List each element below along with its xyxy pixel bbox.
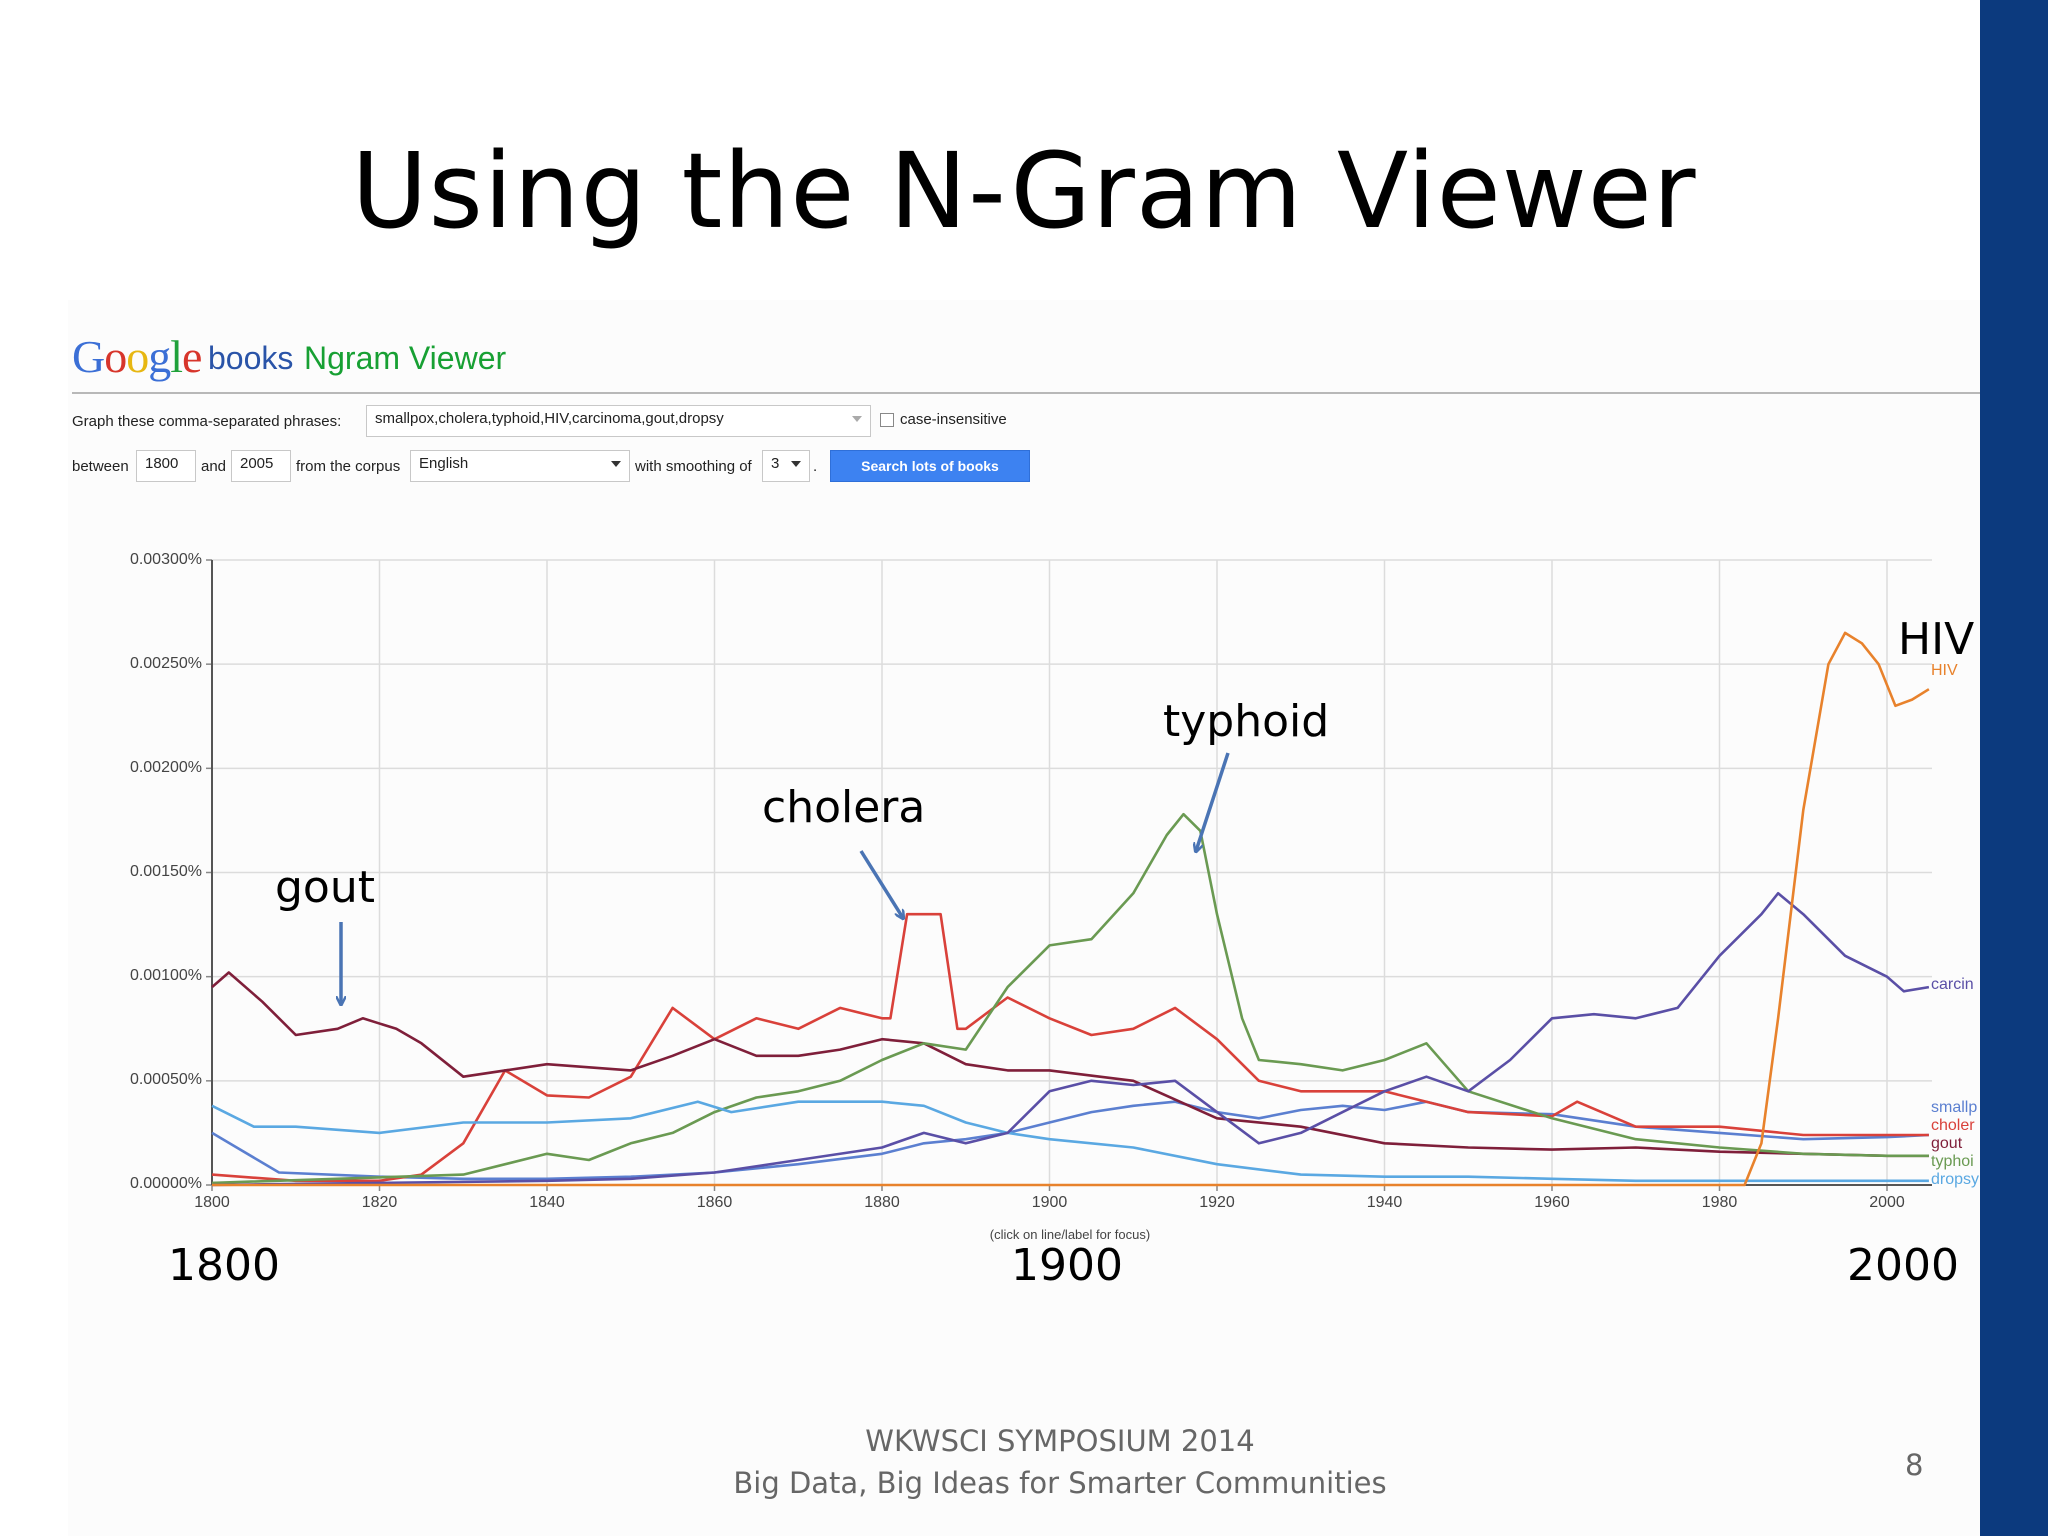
annotation-year-1900: 1900	[1011, 1240, 1123, 1291]
series-label-choler[interactable]: choler	[1931, 1117, 1975, 1134]
series-line-hiv	[212, 631, 1930, 1187]
annotation-year-1800: 1800	[168, 1240, 280, 1291]
series-label-typhoi[interactable]: typhoi	[1931, 1153, 1974, 1170]
phrases-label: Graph these comma-separated phrases:	[72, 413, 342, 430]
series-label-carcin[interactable]: carcin	[1931, 976, 1974, 993]
header-divider	[72, 392, 1980, 394]
corpus-label: from the corpus	[296, 458, 401, 475]
smoothing-select[interactable]: 3	[762, 450, 810, 482]
logo-letter: l	[170, 331, 183, 382]
page-number: 8	[1905, 1448, 1924, 1482]
y-tick-label: 0.00100%	[129, 967, 202, 984]
start-year-input[interactable]: 1800	[136, 450, 196, 482]
logo-letter: o	[104, 331, 127, 382]
and-label: and	[201, 458, 227, 475]
y-tick-label: 0.00250%	[129, 655, 202, 672]
slide-title: Using the N-Gram Viewer	[351, 130, 1697, 252]
footer-line-2: Big Data, Big Ideas for Smarter Communit…	[733, 1466, 1387, 1500]
x-tick-label: 1940	[1366, 1194, 1403, 1211]
chevron-down-icon	[852, 416, 862, 422]
x-tick-label: 1820	[361, 1194, 398, 1211]
footer-line-1: WKWSCI SYMPOSIUM 2014	[865, 1424, 1255, 1458]
logo-letter: e	[182, 331, 202, 382]
series-line-choler	[211, 912, 1929, 1183]
click-hint: (click on line/label for focus)	[989, 1227, 1151, 1242]
x-tick-label: 1800	[194, 1194, 230, 1211]
x-tick-label: 1860	[696, 1194, 733, 1211]
annotation-year-2000: 2000	[1847, 1240, 1959, 1291]
search-button[interactable]: Search lots of books	[830, 450, 1030, 482]
phrases-input[interactable]: smallpox,cholera,typhoid,HIV,carcinoma,g…	[366, 405, 871, 437]
logo-letter: G	[72, 331, 105, 382]
google-logo[interactable]: Google	[72, 330, 202, 383]
series-line-typhoi	[211, 812, 1929, 1185]
ngram-screenshot	[68, 300, 1980, 1536]
y-tick-label: 0.00200%	[129, 759, 202, 776]
x-tick-label: 1980	[1701, 1194, 1738, 1211]
x-tick-label: 1900	[1031, 1194, 1068, 1211]
smoothing-value: 3	[771, 455, 780, 472]
x-tick-label: 1960	[1534, 1194, 1570, 1211]
x-tick-label: 1920	[1199, 1194, 1235, 1211]
phrases-value: smallpox,cholera,typhoid,HIV,carcinoma,g…	[375, 410, 724, 427]
between-label: between	[72, 458, 129, 475]
logo-letter: o	[126, 331, 149, 382]
slide-accent-bar	[1980, 0, 2048, 1536]
y-tick-label: 0.00300%	[129, 551, 202, 568]
y-tick-label: 0.00050%	[129, 1071, 202, 1088]
chevron-down-icon	[611, 461, 621, 467]
corpus-select[interactable]: English	[410, 450, 630, 482]
x-tick-label: 1880	[864, 1194, 900, 1211]
chevron-down-icon	[791, 461, 801, 467]
series-label-dropsy[interactable]: dropsy	[1931, 1171, 1980, 1188]
corpus-value: English	[419, 455, 469, 472]
period: .	[813, 458, 818, 475]
books-label: books	[208, 340, 294, 376]
ngram-viewer-label[interactable]: Ngram Viewer	[304, 340, 507, 376]
y-tick-label: 0.00000%	[129, 1175, 202, 1192]
annotation-hiv: HIV	[1898, 614, 1975, 665]
annotation-cholera: cholera	[762, 782, 926, 833]
series-label-smallp[interactable]: smallp	[1931, 1099, 1978, 1116]
series-line-dropsy	[211, 1100, 1929, 1183]
annotation-gout: gout	[275, 862, 375, 913]
case-insensitive-checkbox[interactable]	[880, 413, 894, 427]
x-tick-label: 2000	[1869, 1194, 1905, 1211]
series-label-gout[interactable]: gout	[1931, 1135, 1963, 1152]
series-line-smallp	[211, 1100, 1929, 1181]
x-tick-label: 1840	[529, 1194, 565, 1211]
smoothing-label: with smoothing of	[635, 458, 752, 475]
y-tick-label: 0.00150%	[129, 863, 202, 880]
case-insensitive-label: case-insensitive	[900, 411, 1007, 428]
end-year-input[interactable]: 2005	[231, 450, 291, 482]
logo-letter: g	[148, 331, 171, 382]
series-line-gout	[211, 971, 1929, 1158]
series-line-carcin	[211, 891, 1930, 1187]
annotation-typhoid: typhoid	[1163, 696, 1330, 747]
series-label-hiv[interactable]: HIV	[1931, 662, 1958, 679]
